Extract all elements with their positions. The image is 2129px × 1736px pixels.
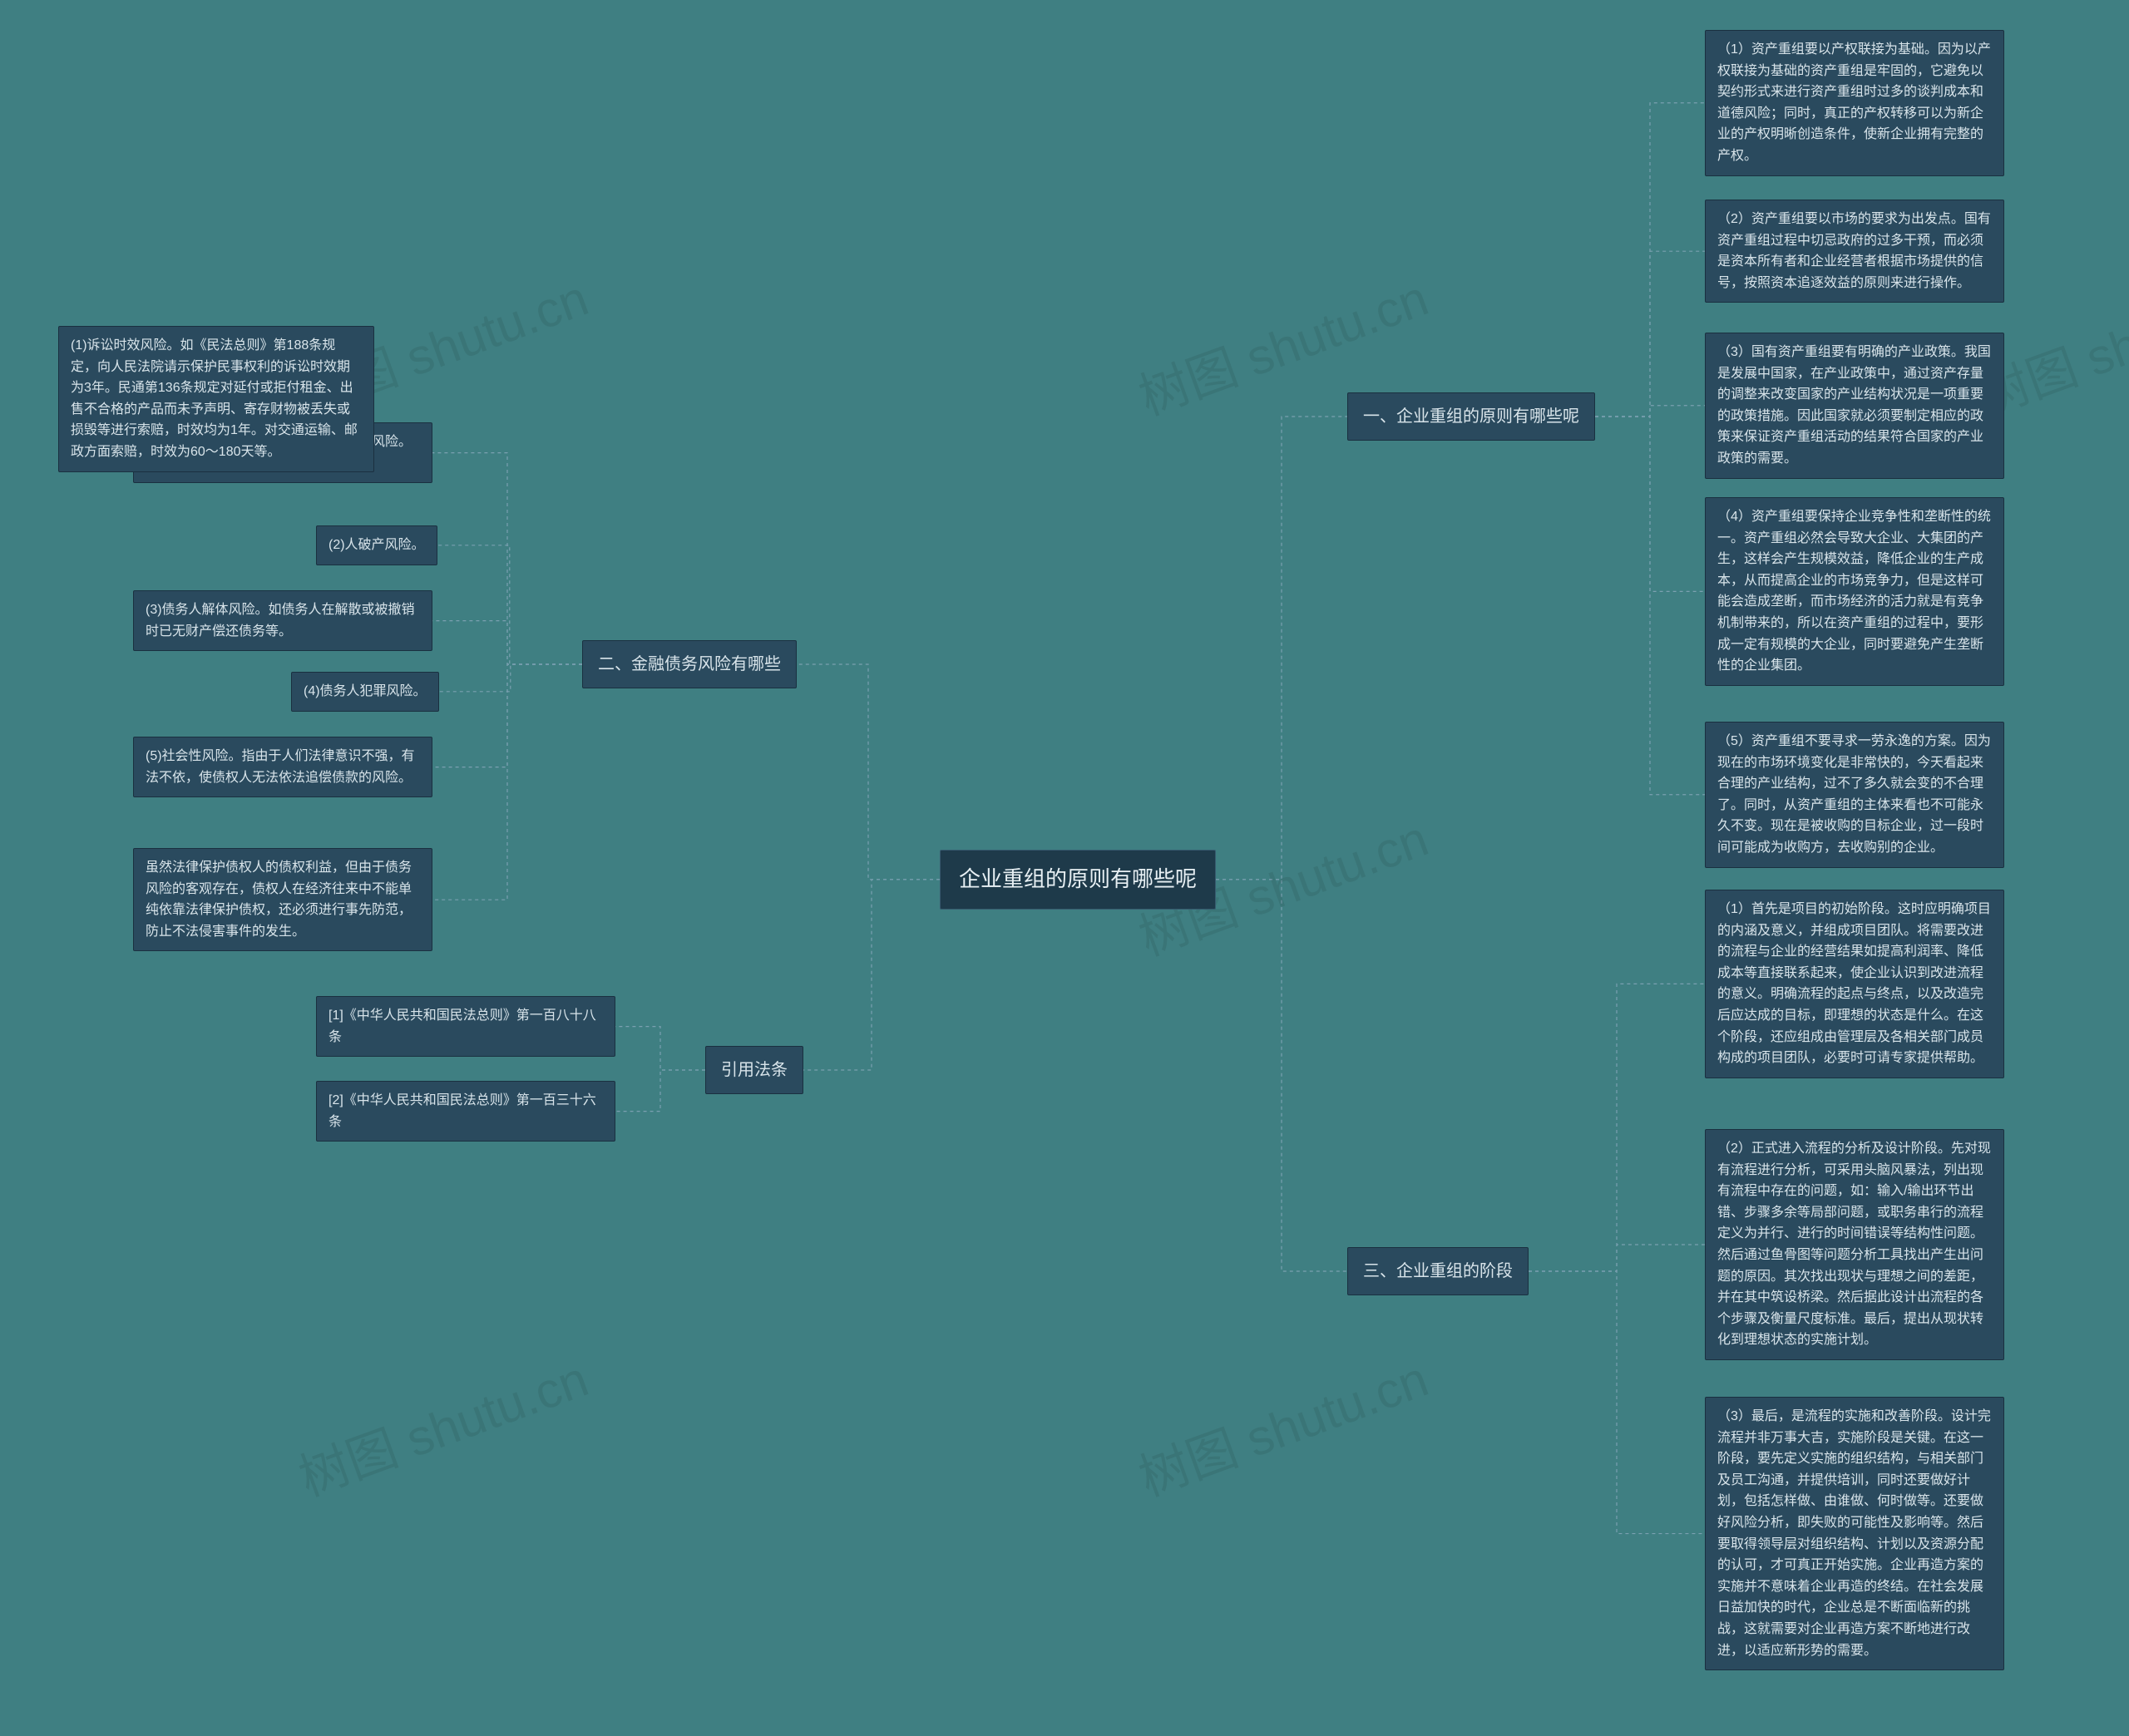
leaf-node: (3)债务人解体风险。如债务人在解散或被撤销时已无财产偿还债务等。 bbox=[133, 590, 432, 651]
leaf-node: 虽然法律保护债权人的债权利益，但由于债务风险的客观存在，债权人在经济往来中不能单… bbox=[133, 848, 432, 951]
leaf-node: （2）资产重组要以市场的要求为出发点。国有资产重组过程中切忌政府的过多干预，而必… bbox=[1705, 200, 2004, 303]
leaf-node: [2]《中华人民共和国民法总则》第一百三十六条 bbox=[316, 1081, 615, 1142]
branch-node: 二、金融债务风险有哪些 bbox=[582, 640, 797, 688]
root-node: 企业重组的原则有哪些呢 bbox=[940, 850, 1216, 910]
branch-node: 一、企业重组的原则有哪些呢 bbox=[1347, 392, 1595, 441]
leaf-node: (4)债务人犯罪风险。 bbox=[291, 672, 439, 712]
leaf-node: （1）资产重组要以产权联接为基础。因为以产权联接为基础的资产重组是牢固的，它避免… bbox=[1705, 30, 2004, 176]
leaf-node: (5)社会性风险。指由于人们法律意识不强，有法不依，使债权人无法依法追偿债款的风… bbox=[133, 737, 432, 797]
leaf-node: （2）正式进入流程的分析及设计阶段。先对现有流程进行分析，可采用头脑风暴法，列出… bbox=[1705, 1129, 2004, 1360]
branch-node: 引用法条 bbox=[705, 1046, 803, 1094]
leaf-node: （3）最后，是流程的实施和改善阶段。设计完流程并非万事大吉，实施阶段是关键。在这… bbox=[1705, 1397, 2004, 1670]
leaf-node: （1）首先是项目的初始阶段。这时应明确项目的内涵及意义，并组成项目团队。将需要改… bbox=[1705, 890, 2004, 1078]
leaf-node: (2)人破产风险。 bbox=[316, 525, 437, 565]
watermark: 树图 shutu.cn bbox=[1128, 1339, 1436, 1510]
watermark: 树图 shutu.cn bbox=[288, 1339, 596, 1510]
leaf-node: （3）国有资产重组要有明确的产业政策。我国是发展中国家，在产业政策中，通过资产存… bbox=[1705, 333, 2004, 479]
leaf-node: [1]《中华人民共和国民法总则》第一百八十八条 bbox=[316, 996, 615, 1057]
leaf-node: （4）资产重组要保持企业竞争性和垄断性的统一。资产重组必然会导致大企业、大集团的… bbox=[1705, 497, 2004, 686]
leaf-node: (1)诉讼时效风险。如《民法总则》第188条规定，向人民法院请示保护民事权利的诉… bbox=[58, 326, 374, 472]
branch-node: 三、企业重组的阶段 bbox=[1347, 1247, 1529, 1295]
leaf-node: （5）资产重组不要寻求一劳永逸的方案。因为现在的市场环境变化是非常快的，今天看起… bbox=[1705, 722, 2004, 868]
